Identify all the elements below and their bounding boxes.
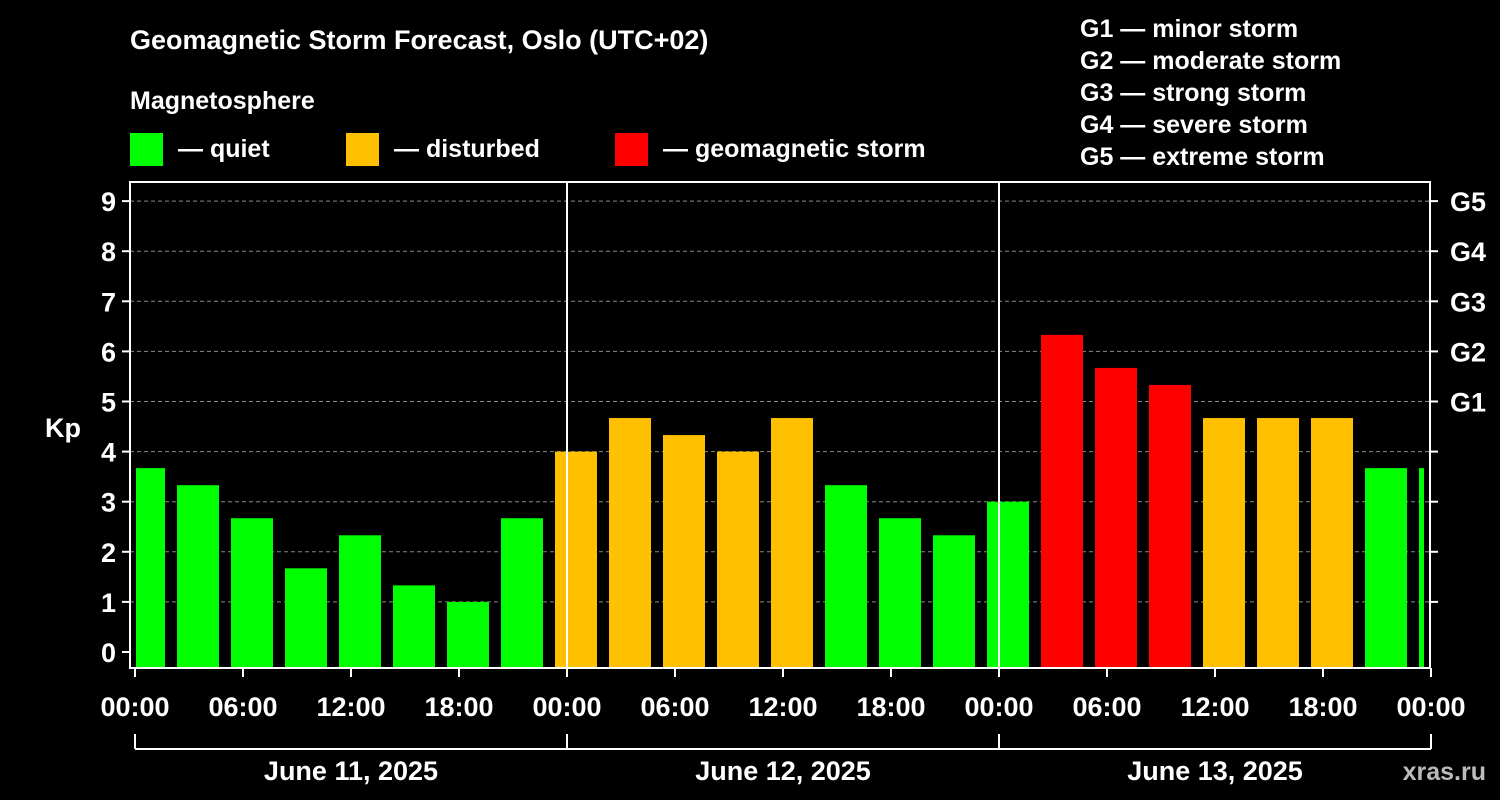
kp-bar: [663, 435, 705, 668]
legend: — quiet — disturbed — geomagnetic storm: [130, 133, 926, 166]
g-scale-item: G3 — strong storm: [1080, 79, 1306, 107]
y-tick-label: 6: [101, 337, 116, 367]
x-tick-label: 00:00: [964, 692, 1033, 722]
day-label: June 13, 2025: [1127, 756, 1303, 786]
x-tick-label: 00:00: [1396, 692, 1465, 722]
legend-swatch-storm: [615, 133, 648, 166]
kp-bar: [879, 518, 921, 668]
kp-bar: [1203, 418, 1245, 668]
y-tick-label: 7: [101, 287, 116, 317]
right-g-label: G1: [1450, 388, 1486, 418]
kp-bar: [1149, 384, 1191, 668]
y-tick-label: 2: [101, 538, 116, 568]
plot-frame: [129, 181, 1431, 669]
right-g-label: G4: [1450, 237, 1486, 267]
y-tick-label: 8: [101, 237, 116, 267]
y-tick-label: 0: [101, 638, 116, 668]
legend-swatch-disturbed: [346, 133, 379, 166]
kp-bar: [447, 601, 489, 668]
watermark: xras.ru: [1403, 758, 1486, 786]
kp-bar: [1257, 418, 1299, 668]
legend-label-storm: — geomagnetic storm: [663, 135, 926, 163]
bar-series: [136, 334, 1424, 668]
kp-bar: [717, 451, 759, 668]
g-scale-item: G5 — extreme storm: [1080, 143, 1325, 171]
kp-bar: [771, 418, 813, 668]
legend-swatch-quiet: [130, 133, 163, 166]
kp-bar: [1041, 334, 1083, 668]
kp-bar: [339, 535, 381, 668]
g-scale-item: G4 — severe storm: [1080, 111, 1308, 139]
y-tick-label: 3: [101, 488, 116, 518]
kp-bar: [393, 585, 435, 668]
legend-label-quiet: — quiet: [178, 135, 270, 163]
x-tick-label: 18:00: [856, 692, 925, 722]
right-g-label: G5: [1450, 187, 1486, 217]
kp-bar: [231, 518, 273, 668]
y-axis-label: Kp: [45, 413, 81, 443]
axes: 0 1 2 3 4 5 6 7 8 9 G1 G2 G3 G4 G5 00:00 06:00 12:00 18:00…: [100, 181, 1486, 786]
g-scale-item: G2 — moderate storm: [1080, 47, 1341, 75]
g-scale-item: G1 — minor storm: [1080, 15, 1298, 43]
chart-subtitle: Magnetosphere: [130, 87, 315, 115]
kp-bar: [987, 501, 1029, 668]
kp-bar: [501, 518, 543, 668]
x-tick-label: 06:00: [640, 692, 709, 722]
kp-bar: [1311, 418, 1353, 668]
x-tick-label: 00:00: [100, 692, 169, 722]
x-tick-label: 18:00: [1288, 692, 1357, 722]
legend-label-disturbed: — disturbed: [394, 135, 540, 163]
y-tick-label: 4: [101, 438, 116, 468]
kp-bar: [136, 468, 165, 668]
day-label: June 12, 2025: [695, 756, 871, 786]
g-scale-legend: G1 — minor storm G2 — moderate storm G3 — …: [1080, 15, 1341, 171]
kp-bar: [933, 535, 975, 668]
chart-title: Geomagnetic Storm Forecast, Oslo (UTC+02…: [130, 25, 708, 55]
x-tick-label: 00:00: [532, 692, 601, 722]
y-tick-label: 1: [101, 588, 116, 618]
kp-bar: [1419, 468, 1424, 668]
kp-bar: [1095, 367, 1137, 668]
x-tick-label: 06:00: [1072, 692, 1141, 722]
x-tick-label: 12:00: [316, 692, 385, 722]
kp-bar: [609, 418, 651, 668]
kp-bar: [555, 451, 597, 668]
kp-bar: [825, 485, 867, 668]
x-tick-label: 18:00: [424, 692, 493, 722]
right-g-label: G2: [1450, 337, 1486, 367]
y-tick-label: 5: [101, 388, 116, 418]
x-tick-label: 12:00: [1180, 692, 1249, 722]
x-tick-label: 06:00: [208, 692, 277, 722]
kp-bar: [1365, 468, 1407, 668]
kp-bar: [285, 568, 327, 668]
x-tick-label: 12:00: [748, 692, 817, 722]
kp-bar: [177, 485, 219, 668]
day-label: June 11, 2025: [264, 756, 438, 786]
right-g-label: G3: [1450, 287, 1486, 317]
y-tick-label: 9: [101, 187, 116, 217]
